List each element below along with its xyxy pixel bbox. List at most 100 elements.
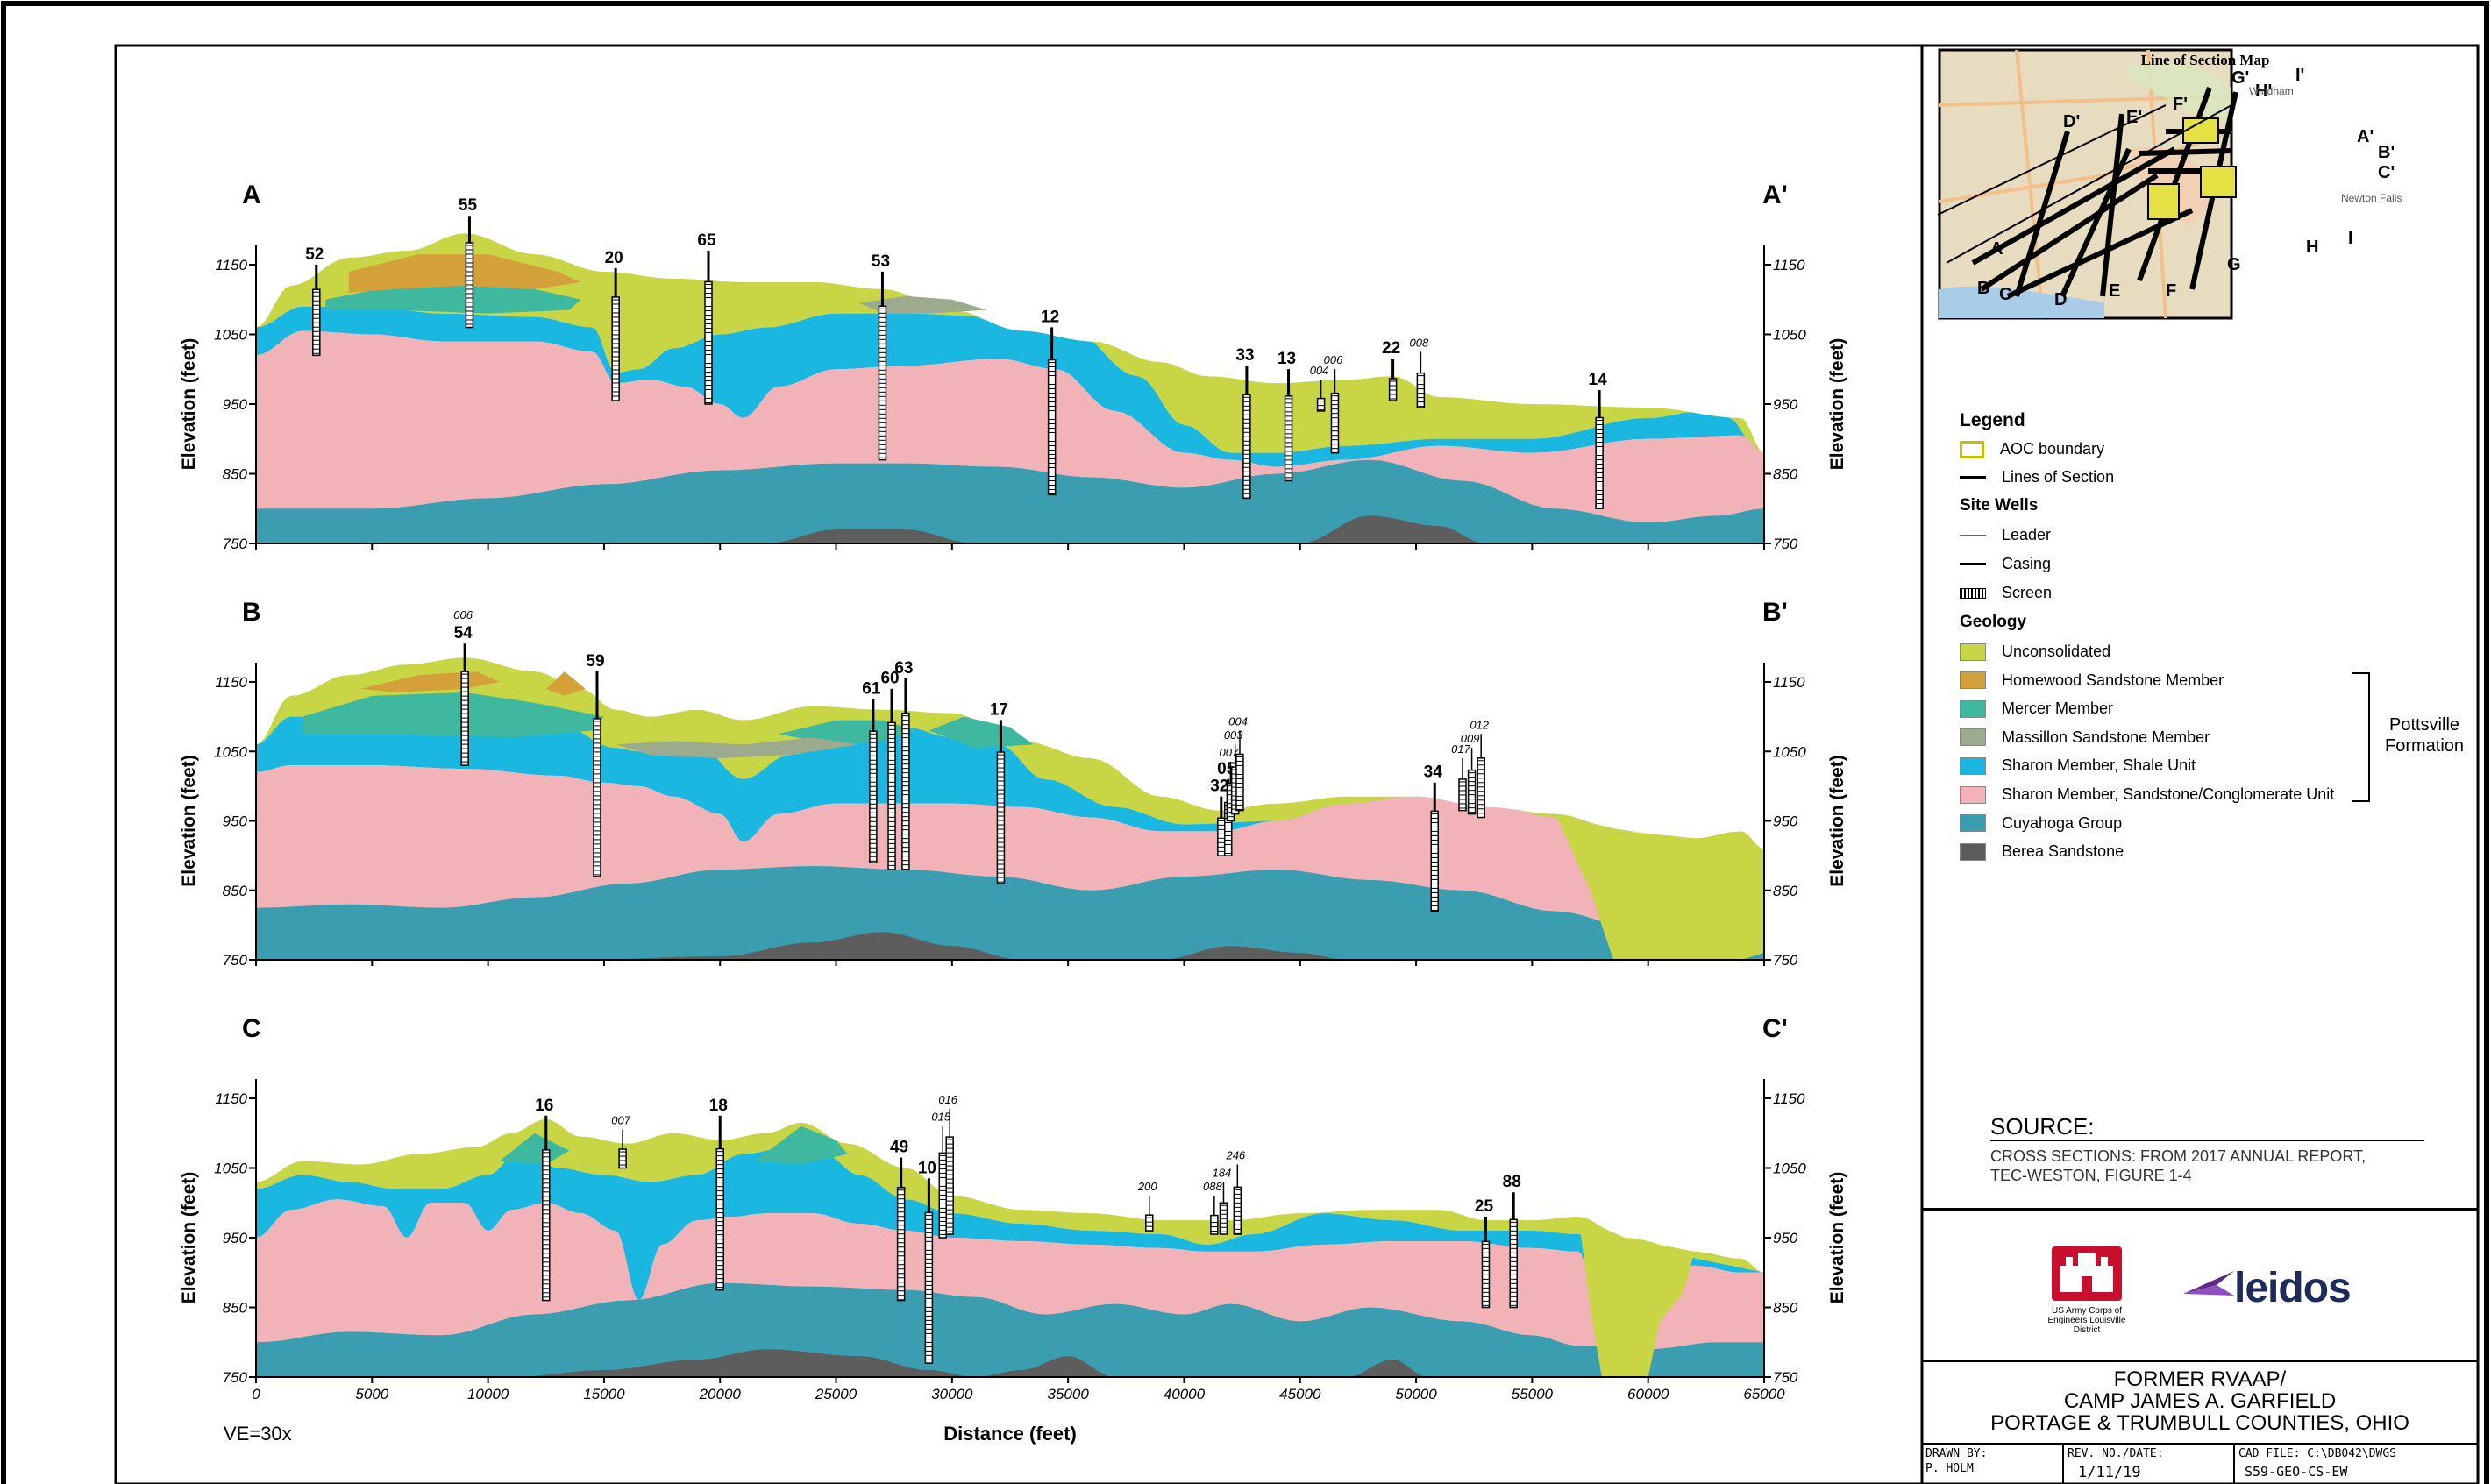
- well-label: 32: [1210, 778, 1228, 796]
- well-14[interactable]: 14: [1589, 371, 1608, 509]
- well-009[interactable]: 009: [1461, 732, 1480, 815]
- svg-text:D: D: [2054, 290, 2067, 309]
- drawn-by: P. HOLM: [1925, 1462, 1974, 1475]
- well-007[interactable]: 007: [611, 1114, 631, 1169]
- legend-unit-label: Homewood Sandstone Member: [2002, 671, 2224, 689]
- legend-unit-label: Unconsolidated: [2002, 643, 2111, 660]
- well-012[interactable]: 012: [1470, 718, 1490, 819]
- cad-label: CAD FILE: C:\DB042\DWGS: [2238, 1447, 2397, 1460]
- y-tick-label: 1050: [1773, 1161, 1806, 1177]
- title-line-2: CAMP JAMES A. GARFIELD: [2063, 1389, 2337, 1413]
- y-tick-label: 750: [223, 952, 248, 969]
- well-60[interactable]: 60: [880, 670, 900, 870]
- well-65[interactable]: 65: [697, 231, 716, 405]
- leidos-logo: leidos: [2234, 1265, 2352, 1311]
- legend-leader: Leader: [1960, 526, 2051, 544]
- y-axis-label: Elevation (feet): [179, 755, 199, 887]
- well-008[interactable]: 008: [1410, 336, 1429, 408]
- legend-site-wells: Site Wells: [1960, 496, 2039, 515]
- sharon-shale-layer: [256, 1147, 1764, 1329]
- casing-line-icon: [1960, 563, 1986, 565]
- well-10[interactable]: 10: [918, 1159, 936, 1364]
- x-tick-label: 30000: [931, 1386, 973, 1402]
- well-16[interactable]: 16: [535, 1097, 553, 1302]
- well-label: 52: [305, 245, 324, 264]
- screen-icon: [1960, 587, 1986, 599]
- legend-swatch: [1960, 814, 1986, 833]
- homewood-layer: [348, 254, 581, 293]
- well-184[interactable]: 184: [1213, 1166, 1232, 1235]
- well-22[interactable]: 22: [1382, 339, 1400, 401]
- section-end-label: A': [1762, 181, 1788, 209]
- well-88[interactable]: 88: [1503, 1173, 1521, 1309]
- y-axis-label: Elevation (feet): [179, 1172, 199, 1304]
- legend-casing: Casing: [1960, 555, 2051, 573]
- well-25[interactable]: 25: [1475, 1197, 1494, 1309]
- well-016[interactable]: 016: [938, 1093, 958, 1235]
- well-13[interactable]: 13: [1278, 350, 1296, 482]
- well-label: 007: [611, 1114, 630, 1127]
- well-006[interactable]: 006: [1324, 353, 1343, 454]
- legend-unit-item: Sharon Member, Sandstone/Conglomerate Un…: [1960, 785, 2334, 804]
- well-53[interactable]: 53: [872, 252, 890, 461]
- mercer-layer: [302, 692, 604, 738]
- well-label: 53: [872, 252, 890, 271]
- mercer-layer: [325, 285, 581, 314]
- y-tick-label: 950: [1773, 396, 1798, 413]
- well-004[interactable]: 004: [1310, 364, 1329, 412]
- well-63[interactable]: 63: [894, 659, 913, 870]
- drawn-by-label: DRAWN BY:: [1925, 1447, 1988, 1460]
- well-label: 006: [1324, 353, 1343, 366]
- x-tick-label: 35000: [1048, 1386, 1090, 1402]
- legend-title: Legend: [1960, 410, 2025, 430]
- x-tick-label: 10000: [467, 1386, 509, 1402]
- formation-bracket: [2352, 672, 2370, 802]
- well-20[interactable]: 20: [605, 249, 623, 401]
- well-33[interactable]: 33: [1235, 346, 1254, 500]
- well-49[interactable]: 49: [890, 1138, 908, 1302]
- legend-unit-label: Mercer Member: [2002, 699, 2114, 718]
- legend-swatch: [1960, 756, 1986, 775]
- well-label: 25: [1475, 1197, 1494, 1216]
- well-12[interactable]: 12: [1041, 308, 1059, 496]
- well-088[interactable]: 088: [1203, 1180, 1222, 1235]
- well-61[interactable]: 61: [862, 680, 881, 863]
- well-246[interactable]: 246: [1225, 1148, 1246, 1235]
- legend-swatch: [1960, 699, 1986, 718]
- y-tick-label: 850: [223, 883, 248, 899]
- y-tick-label: 1050: [214, 743, 247, 760]
- well-200[interactable]: 200: [1137, 1180, 1157, 1232]
- unconsolidated-layer: [1578, 1217, 1695, 1377]
- svg-text:F': F': [2173, 95, 2188, 114]
- well-label: 003: [1224, 728, 1243, 742]
- well-34[interactable]: 34: [1424, 763, 1443, 912]
- well-label: 13: [1278, 350, 1296, 368]
- well-18[interactable]: 18: [709, 1097, 728, 1291]
- legend-lines: Lines of Section: [1960, 468, 2114, 486]
- well-55[interactable]: 55: [459, 196, 478, 329]
- well-59[interactable]: 59: [586, 652, 605, 877]
- svg-text:G': G': [2231, 68, 2249, 88]
- svg-text:A': A': [2357, 127, 2374, 146]
- y-tick-label: 1150: [215, 674, 247, 691]
- y-tick-label: 950: [1773, 1230, 1798, 1246]
- well-017[interactable]: 017: [1451, 742, 1471, 812]
- svg-text:G: G: [2227, 255, 2241, 274]
- y-axis-label-right: Elevation (feet): [1827, 1172, 1847, 1304]
- svg-text:A: A: [1990, 239, 2003, 259]
- well-004[interactable]: 004: [1228, 714, 1248, 812]
- well-32[interactable]: 32: [1210, 778, 1228, 856]
- unconsolidated-layer: [256, 233, 1764, 453]
- y-tick-label: 850: [1773, 1300, 1798, 1317]
- svg-text:Newton Falls: Newton Falls: [2341, 192, 2402, 204]
- legend-unit-label: Sharon Member, Sandstone/Conglomerate Un…: [2002, 785, 2335, 803]
- well-label: 22: [1382, 339, 1400, 358]
- x-tick-label: 25000: [815, 1386, 858, 1402]
- y-tick-label: 750: [223, 1369, 248, 1386]
- map-title: Line of Section Map: [2141, 52, 2270, 68]
- sharon-sandstone-layer: [256, 1199, 1764, 1350]
- well-17[interactable]: 17: [990, 700, 1008, 884]
- rev-label: REV. NO./DATE:: [2068, 1447, 2164, 1460]
- well-52[interactable]: 52: [305, 245, 324, 357]
